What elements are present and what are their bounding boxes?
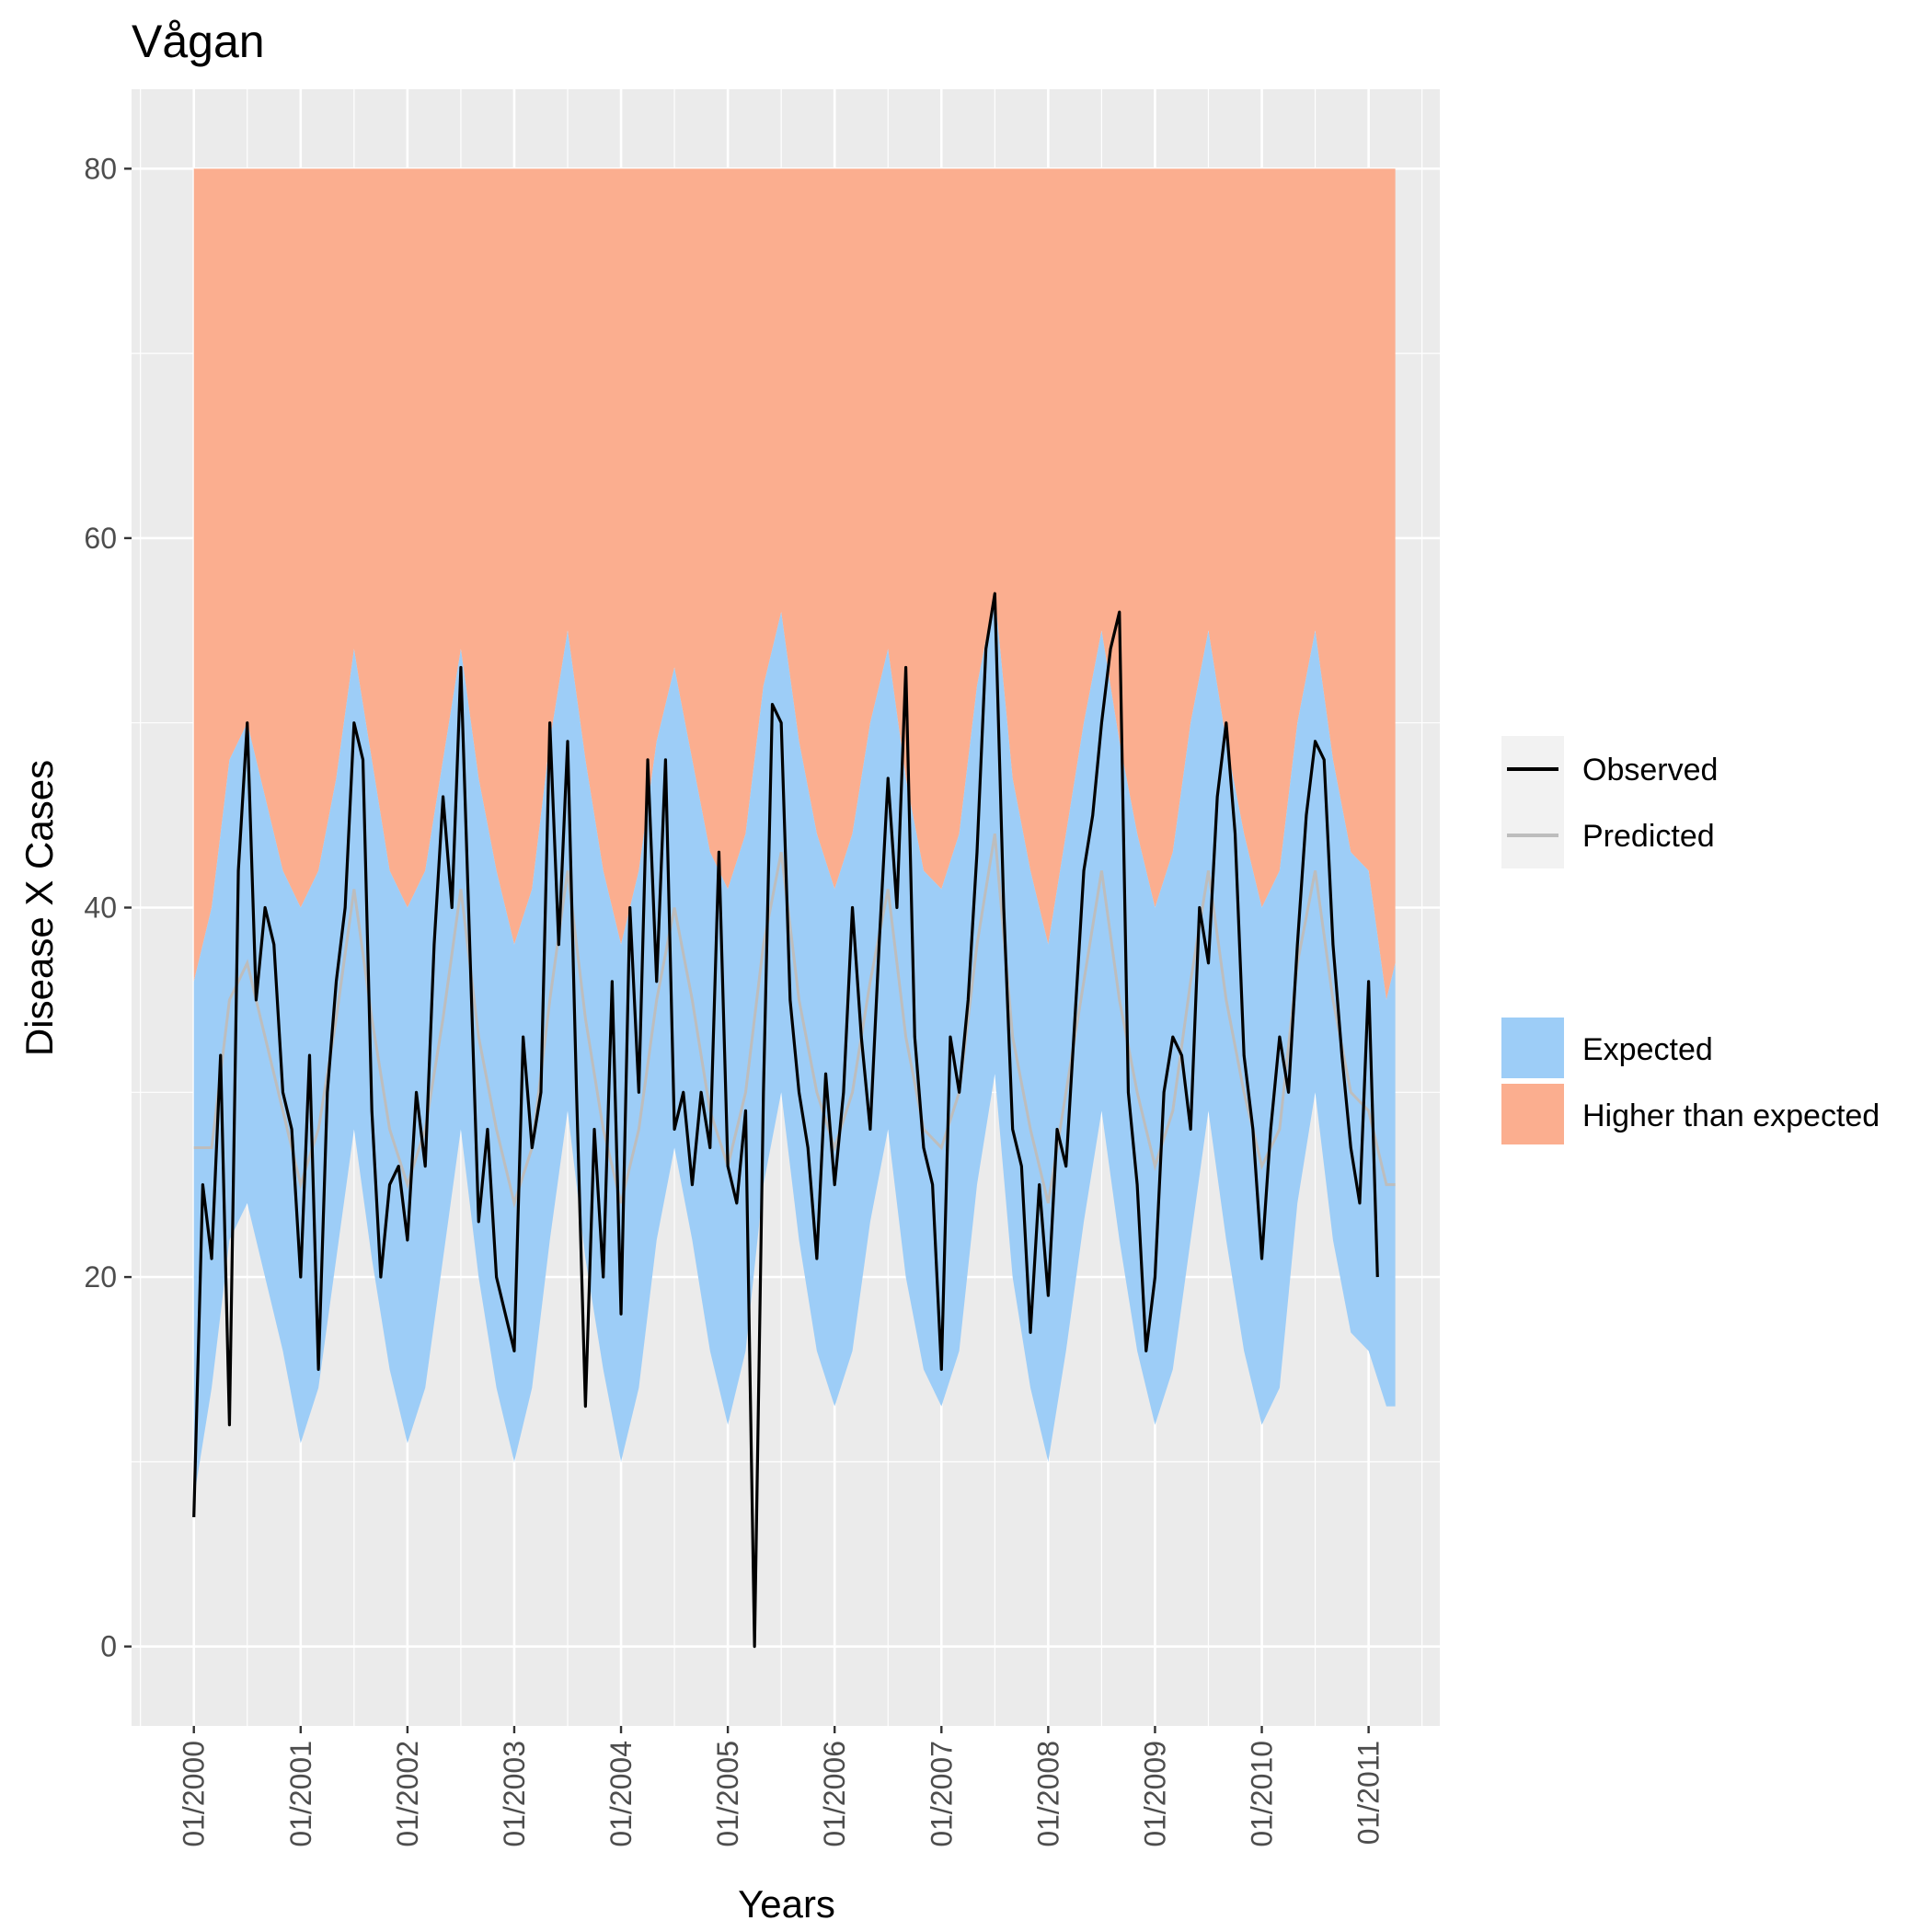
predicted-line xyxy=(193,833,1396,1209)
y-axis-title: Disease X Cases xyxy=(17,760,61,1056)
legend-label-higher: Higher than expected xyxy=(1582,1098,1880,1133)
legend-label-predicted: Predicted xyxy=(1582,819,1715,854)
legend: Observed Predicted Expected Higher than … xyxy=(1501,736,1880,1144)
x-tick-label: 01/2004 xyxy=(604,1741,638,1847)
x-tick-label: 01/2006 xyxy=(818,1741,851,1847)
x-tick-label: 01/2003 xyxy=(498,1741,531,1847)
y-tick-label: 0 xyxy=(100,1630,117,1663)
line-layer xyxy=(192,592,1396,1649)
chart-title: Vågan xyxy=(132,16,265,67)
x-tick-label: 01/2009 xyxy=(1138,1741,1171,1847)
y-tick-label: 60 xyxy=(84,522,117,555)
x-axis: 01/2000 01/2001 01/2002 01/2003 01/2004 01/20… xyxy=(178,1726,1386,1847)
x-tick-label: 01/2008 xyxy=(1031,1741,1064,1847)
higher-than-expected-band xyxy=(193,168,1396,1000)
x-tick-label: 01/2007 xyxy=(925,1741,958,1847)
x-tick-label: 01/2005 xyxy=(711,1741,744,1847)
x-axis-title: Years xyxy=(738,1882,835,1926)
x-tick-label: 01/2001 xyxy=(284,1741,317,1847)
legend-label-observed: Observed xyxy=(1582,753,1718,788)
y-tick-label: 80 xyxy=(84,152,117,185)
x-tick-label: 01/2000 xyxy=(178,1741,211,1847)
legend-expected-swatch xyxy=(1501,1018,1564,1078)
observed-line xyxy=(192,592,1379,1649)
legend-higher-swatch xyxy=(1501,1084,1564,1144)
x-tick-label: 01/2010 xyxy=(1246,1741,1279,1847)
legend-label-expected: Expected xyxy=(1582,1032,1713,1067)
x-tick-label: 01/2002 xyxy=(391,1741,424,1847)
y-axis: 0 20 40 60 80 xyxy=(84,152,132,1663)
x-tick-label: 01/2011 xyxy=(1352,1741,1386,1845)
y-tick-label: 40 xyxy=(84,891,117,925)
y-tick-label: 20 xyxy=(84,1260,117,1294)
